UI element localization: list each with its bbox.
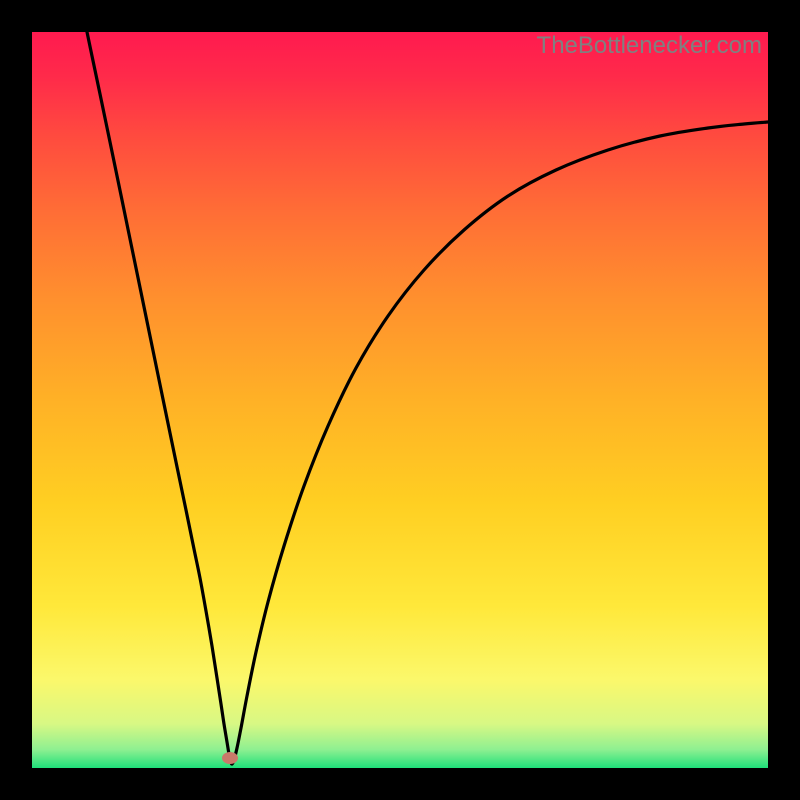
minimum-marker [222, 752, 238, 764]
chart-frame: TheBottlenecker.com [0, 0, 800, 800]
plot-area: TheBottlenecker.com [32, 32, 768, 768]
bottleneck-curve-svg [32, 32, 768, 768]
watermark-text: TheBottlenecker.com [537, 32, 762, 60]
bottleneck-curve [87, 32, 768, 764]
